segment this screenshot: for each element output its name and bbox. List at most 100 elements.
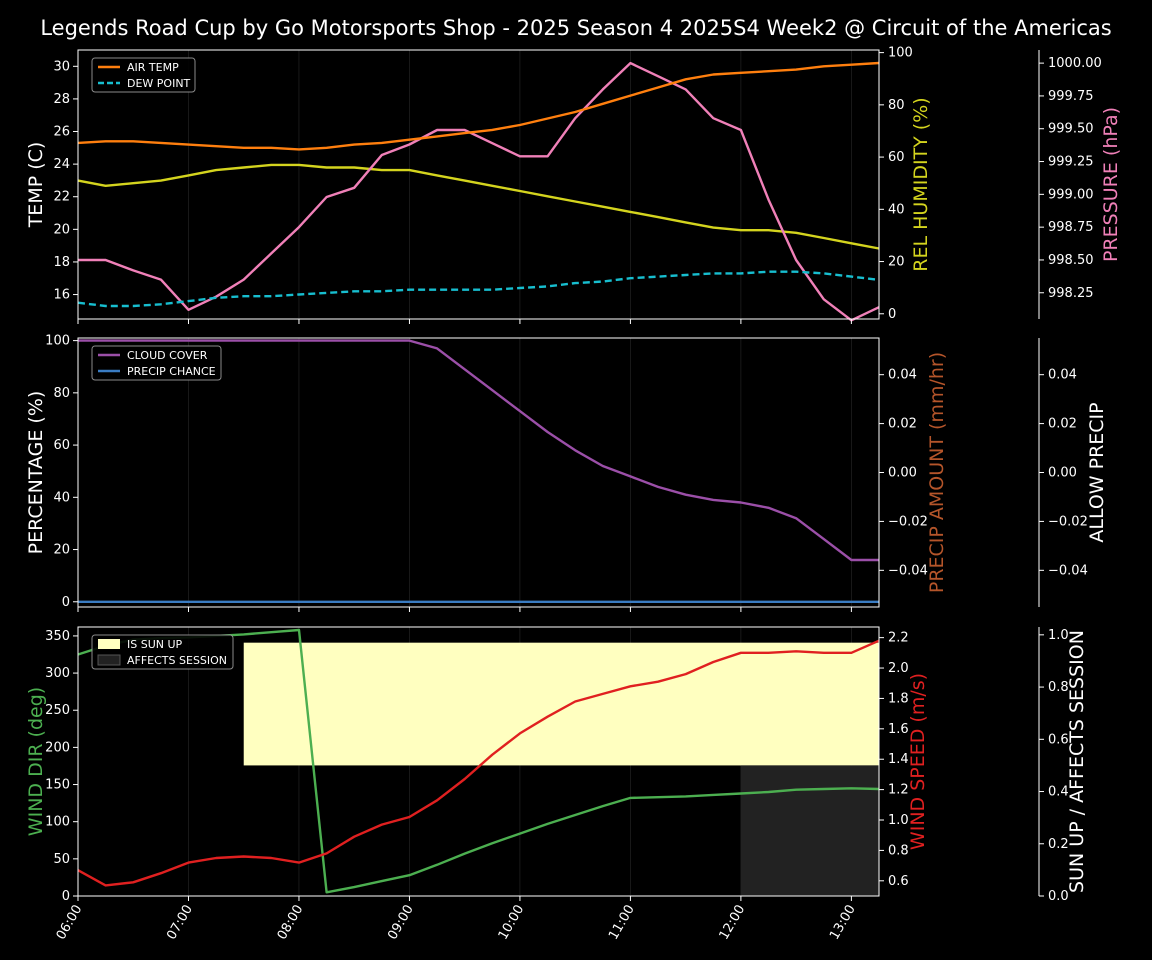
pressure-axis-tick-label: 998.50: [1048, 253, 1094, 268]
wind-speed-axis-tick-label: 1.2: [888, 783, 909, 798]
temp-axis-tick-label: 20: [53, 222, 70, 237]
humidity-axis-label: REL HUMIDITY (%): [910, 97, 932, 271]
percentage-axis-tick-label: 60: [53, 438, 70, 453]
temp-axis-tick-label: 24: [53, 157, 70, 172]
wind-speed-axis-tick-label: 1.4: [888, 752, 909, 767]
humidity-axis-tick-label: 20: [888, 255, 905, 270]
sun-up-band: [243, 642, 880, 766]
wind-speed-axis-tick-label: 2.2: [888, 631, 909, 646]
pressure-axis-tick-label: 999.00: [1048, 187, 1094, 202]
allow-precip-axis-tick-label: −0.04: [1048, 563, 1088, 578]
sun-axis-tick-label: 0.8: [1048, 680, 1069, 695]
legend-entry: AIR TEMP: [127, 61, 179, 74]
percentage-axis-label: PERCENTAGE (%): [25, 391, 47, 555]
legend-swatch: [97, 654, 121, 666]
plot-frame: [77, 626, 880, 897]
pressure-axis-tick-label: 999.50: [1048, 122, 1094, 137]
x-tick-label: 11:00: [606, 903, 638, 943]
humidity-line: [77, 163, 880, 250]
allow-precip-axis-tick-label: 0.04: [1048, 368, 1077, 383]
precip-amount-axis-label: PRECIP AMOUNT (mm/hr): [926, 352, 948, 593]
sun-axis-tick-label: 1.0: [1048, 628, 1069, 643]
percentage-axis-tick-label: 40: [53, 490, 70, 505]
wind-speed-axis-tick-label: 1.6: [888, 722, 909, 737]
legend-swatch: [98, 639, 120, 649]
wind-dir-axis-tick-label: 200: [45, 740, 70, 755]
allow-precip-axis-label: ALLOW PRECIP: [1086, 402, 1108, 542]
wind-dir-axis-tick-label: 100: [45, 815, 70, 830]
chart-title: Legends Road Cup by Go Motorsports Shop …: [40, 16, 1111, 40]
x-tick-label: 10:00: [496, 903, 528, 943]
panel-1: 16 18 20 22 24 26 28 30 TEMP (C) 0 20 40 60 80 100 REL …: [25, 46, 1122, 322]
legend-box: [91, 634, 234, 670]
wind-dir-axis-tick-label: 0: [62, 889, 70, 904]
percentage-axis-tick-label: 0: [62, 595, 70, 610]
temp-axis-tick-label: 28: [53, 92, 70, 107]
x-tick-label: 07:00: [164, 903, 196, 943]
pressure-axis-tick-label: 999.75: [1048, 89, 1094, 104]
humidity-axis-tick-label: 0: [888, 307, 896, 322]
temp-axis-tick-label: 22: [53, 190, 70, 205]
x-tick-label: 12:00: [717, 903, 749, 943]
temp-axis-tick-label: 26: [53, 125, 70, 140]
sun-axis-label: SUN UP / AFFECTS SESSION: [1066, 630, 1088, 893]
wind-speed-axis-label: WIND SPEED (m/s): [907, 673, 929, 850]
wind-dir-axis-tick-label: 150: [45, 778, 70, 793]
precip-amount-axis-tick-label: 0.00: [888, 466, 917, 481]
pressure-axis-label: PRESSURE (hPa): [1100, 107, 1122, 262]
precip-amount-axis-tick-label: 0.02: [888, 417, 917, 432]
precip-amount-axis-tick-label: −0.02: [888, 514, 928, 529]
air-temp-line: [77, 61, 880, 151]
pressure-axis-tick-label: 998.25: [1048, 286, 1094, 301]
x-tick-label: 08:00: [275, 903, 307, 943]
pressure-line: [78, 61, 880, 322]
sun-axis-tick-label: 0.4: [1048, 785, 1069, 800]
chart-layer: 16 18 20 22 24 26 28 30 TEMP (C) 0 20 40 60 80 100 REL …: [25, 46, 1122, 943]
temp-axis-label: TEMP (C): [25, 142, 47, 229]
legend-entry: CLOUD COVER: [127, 349, 208, 362]
panel-2: 0 20 40 60 80 100 PERCENTAGE (%) −0.04 −0.02 0.00…: [25, 334, 1108, 610]
percentage-axis-tick-label: 20: [53, 543, 70, 558]
temp-axis-tick-label: 16: [53, 288, 70, 303]
humidity-axis-tick-label: 100: [888, 46, 913, 61]
wind-dir-axis-tick-label: 300: [45, 666, 70, 681]
affects-session-band: [740, 765, 879, 896]
x-tick-label: 13:00: [827, 903, 859, 943]
pressure-axis-tick-label: 1000.00: [1048, 56, 1102, 71]
pressure-axis-tick-label: 999.25: [1048, 155, 1094, 170]
sun-axis-tick-label: 0.2: [1048, 837, 1069, 852]
temp-axis-tick-label: 18: [53, 255, 70, 270]
humidity-axis-tick-label: 80: [888, 98, 905, 113]
legend-entry: IS SUN UP: [127, 638, 183, 651]
humidity-axis-tick-label: 40: [888, 202, 905, 217]
allow-precip-axis-tick-label: −0.02: [1048, 514, 1088, 529]
legend-entry: PRECIP CHANCE: [127, 365, 216, 378]
x-tick-label: 06:00: [54, 903, 86, 943]
wind-speed-line: [77, 639, 880, 887]
wind-dir-axis-tick-label: 250: [45, 703, 70, 718]
wind-speed-axis-tick-label: 0.8: [888, 843, 909, 858]
wind-speed-axis-tick-label: 2.0: [888, 661, 909, 676]
cloud-cover-line: [78, 339, 879, 562]
legend-entry: AFFECTS SESSION: [127, 654, 227, 667]
panel-3: 0 50 100 150 200 250 300 350 WIND DIR (deg) 0.6 0.…: [25, 626, 1088, 943]
sun-axis-tick-label: 0.6: [1048, 732, 1069, 747]
allow-precip-axis-tick-label: 0.00: [1048, 466, 1077, 481]
temp-axis-tick-label: 30: [53, 59, 70, 74]
dew-point-line: [77, 270, 880, 308]
wind-dir-axis-tick-label: 50: [53, 852, 70, 867]
wind-speed-axis-tick-label: 1.8: [888, 691, 909, 706]
precip-amount-axis-tick-label: −0.04: [888, 563, 928, 578]
wind-dir-axis-label: WIND DIR (deg): [25, 687, 47, 836]
pressure-axis-tick-label: 998.75: [1048, 220, 1094, 235]
humidity-axis-tick-label: 60: [888, 150, 905, 165]
percentage-axis-tick-label: 100: [45, 334, 70, 349]
allow-precip-axis-tick-label: 0.02: [1048, 417, 1077, 432]
x-tick-label: 09:00: [385, 903, 417, 943]
sun-axis-tick-label: 0.0: [1048, 889, 1069, 904]
wind-dir-axis-tick-label: 350: [45, 629, 70, 644]
wind-speed-axis-tick-label: 0.6: [888, 874, 909, 889]
plot-frame: [77, 49, 880, 320]
legend-box: [91, 345, 222, 381]
